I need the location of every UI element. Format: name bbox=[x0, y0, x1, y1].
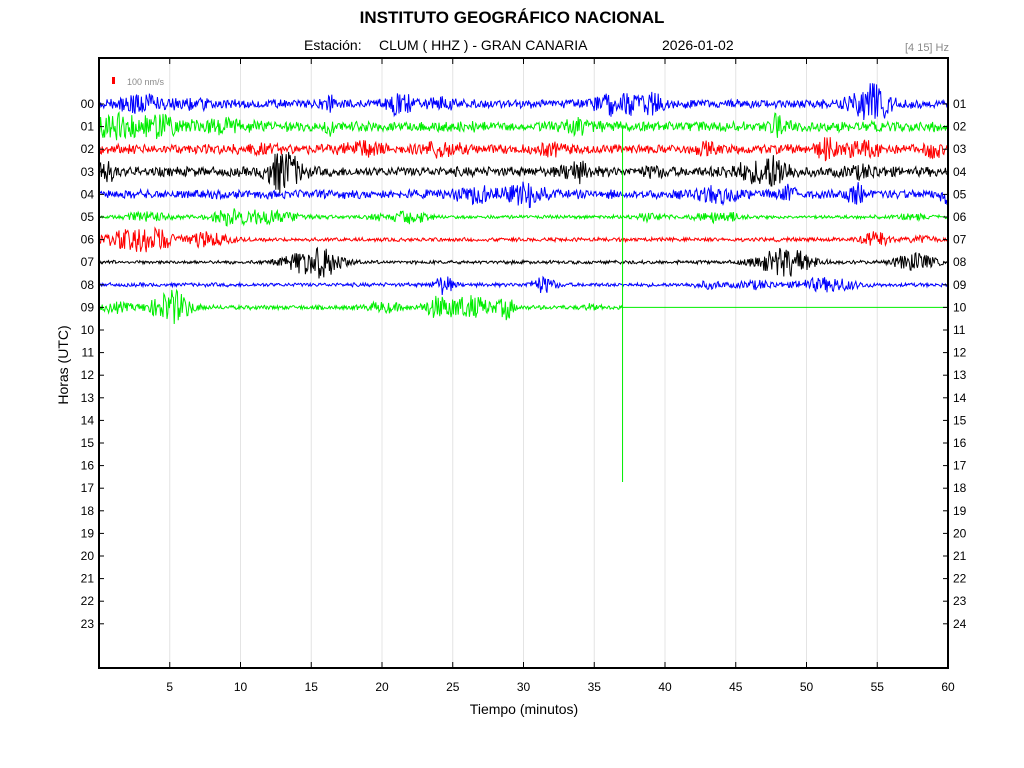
y-tick-label-left: 00 bbox=[81, 97, 95, 111]
y-tick-label-right: 22 bbox=[953, 572, 967, 586]
y-tick-label-right: 17 bbox=[953, 459, 967, 473]
y-axis-ticks: 00 01 01 02 02 03 03 04 04 05 05 06 06 07 07 08 08 09 09 10… bbox=[81, 97, 967, 631]
x-tick-label: 35 bbox=[588, 680, 602, 694]
y-tick-label-right: 20 bbox=[953, 526, 967, 540]
y-tick-label-left: 08 bbox=[81, 278, 95, 292]
scale-bar bbox=[112, 77, 115, 84]
x-tick-label: 55 bbox=[871, 680, 885, 694]
x-tick-label: 40 bbox=[658, 680, 672, 694]
record-date: 2026-01-02 bbox=[662, 37, 734, 53]
trace-hour-1 bbox=[98, 111, 948, 141]
y-tick-label-left: 03 bbox=[81, 165, 95, 179]
trace-hour-8 bbox=[98, 275, 949, 296]
station-prefix: Estación: bbox=[304, 37, 362, 53]
y-tick-label-right: 13 bbox=[953, 368, 967, 382]
trace-hour-4 bbox=[98, 181, 949, 209]
y-tick-label-right: 08 bbox=[953, 255, 967, 269]
y-tick-label-left: 06 bbox=[81, 233, 95, 247]
x-axis-label: Tiempo (minutos) bbox=[470, 701, 578, 717]
y-tick-label-left: 21 bbox=[81, 572, 95, 586]
filter-band: [4 15] Hz bbox=[904, 42, 949, 54]
y-tick-label-left: 10 bbox=[81, 323, 95, 337]
y-tick-label-right: 12 bbox=[953, 346, 967, 360]
grid-lines bbox=[169, 58, 878, 668]
y-tick-label-left: 04 bbox=[81, 187, 95, 201]
y-tick-label-left: 11 bbox=[82, 346, 95, 360]
x-tick-label: 5 bbox=[166, 680, 173, 694]
y-tick-label-left: 12 bbox=[81, 368, 95, 382]
x-tick-label: 10 bbox=[234, 680, 248, 694]
y-tick-label-left: 07 bbox=[81, 255, 95, 269]
y-tick-label-right: 21 bbox=[953, 549, 967, 563]
y-tick-label-right: 16 bbox=[953, 436, 967, 450]
y-tick-label-right: 24 bbox=[953, 617, 967, 631]
y-tick-label-left: 23 bbox=[81, 617, 95, 631]
y-tick-label-right: 15 bbox=[953, 413, 967, 427]
y-tick-label-right: 04 bbox=[953, 165, 967, 179]
y-tick-label-right: 19 bbox=[953, 504, 967, 518]
x-tick-label: 45 bbox=[729, 680, 743, 694]
y-tick-label-left: 05 bbox=[81, 210, 95, 224]
y-tick-label-right: 06 bbox=[953, 210, 967, 224]
scale-bar-label: 100 nm/s bbox=[127, 77, 165, 87]
page-title: INSTITUTO GEOGRÁFICO NACIONAL bbox=[359, 8, 665, 27]
y-tick-label-left: 15 bbox=[81, 436, 95, 450]
x-tick-label: 30 bbox=[517, 680, 531, 694]
trace-hour-5 bbox=[98, 208, 949, 227]
y-tick-label-left: 17 bbox=[81, 481, 95, 495]
y-tick-label-right: 05 bbox=[953, 187, 967, 201]
x-tick-label: 25 bbox=[446, 680, 460, 694]
seismic-traces bbox=[98, 83, 949, 482]
y-tick-label-right: 11 bbox=[953, 323, 966, 337]
y-tick-label-left: 20 bbox=[81, 549, 95, 563]
trace-hour-7 bbox=[98, 246, 949, 279]
y-tick-label-right: 01 bbox=[953, 97, 967, 111]
y-axis-label: Horas (UTC) bbox=[55, 325, 71, 404]
y-tick-label-right: 10 bbox=[953, 300, 967, 314]
station-name: CLUM ( HHZ ) - GRAN CANARIA bbox=[379, 37, 588, 53]
trace-hour-3 bbox=[98, 151, 949, 194]
trace-hour-9 bbox=[98, 288, 623, 325]
y-tick-label-right: 02 bbox=[953, 120, 967, 134]
y-tick-label-left: 02 bbox=[81, 142, 95, 156]
y-tick-label-left: 13 bbox=[81, 391, 95, 405]
x-tick-label: 50 bbox=[800, 680, 814, 694]
y-tick-label-left: 19 bbox=[81, 526, 95, 540]
y-tick-label-left: 22 bbox=[81, 594, 95, 608]
y-tick-label-left: 01 bbox=[81, 120, 95, 134]
x-axis-ticks: 5 10 15 20 25 30 35 40 45 50 55 60 bbox=[166, 58, 955, 694]
y-tick-label-right: 14 bbox=[953, 391, 967, 405]
y-tick-label-left: 18 bbox=[81, 504, 95, 518]
y-tick-label-right: 18 bbox=[953, 481, 967, 495]
trace-hour-0 bbox=[98, 83, 949, 121]
y-tick-label-right: 23 bbox=[953, 594, 967, 608]
y-tick-label-left: 14 bbox=[81, 413, 95, 427]
y-tick-label-right: 09 bbox=[953, 278, 967, 292]
y-tick-label-left: 16 bbox=[81, 459, 95, 473]
x-tick-label: 20 bbox=[375, 680, 389, 694]
y-tick-label-right: 07 bbox=[953, 233, 967, 247]
x-tick-label: 60 bbox=[941, 680, 955, 694]
trace-hour-6 bbox=[98, 226, 948, 253]
trace-hour-2 bbox=[98, 137, 949, 162]
y-tick-label-left: 09 bbox=[81, 300, 95, 314]
y-tick-label-right: 03 bbox=[953, 142, 967, 156]
x-tick-label: 15 bbox=[305, 680, 319, 694]
